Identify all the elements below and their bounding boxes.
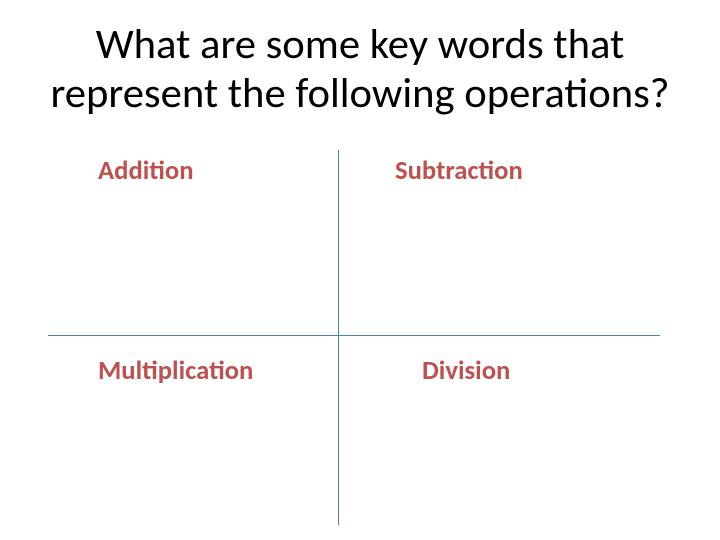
horizontal-divider: [48, 335, 660, 336]
quadrant-label-multiplication: Multiplication: [98, 355, 253, 387]
quadrant-label-addition: Addition: [98, 155, 194, 187]
quadrant-label-division: Division: [422, 355, 510, 387]
slide: What are some key words that represent t…: [0, 0, 720, 540]
quadrant-label-subtraction: Subtraction: [395, 155, 523, 187]
vertical-divider: [338, 150, 339, 525]
slide-title: What are some key words that represent t…: [0, 20, 720, 118]
